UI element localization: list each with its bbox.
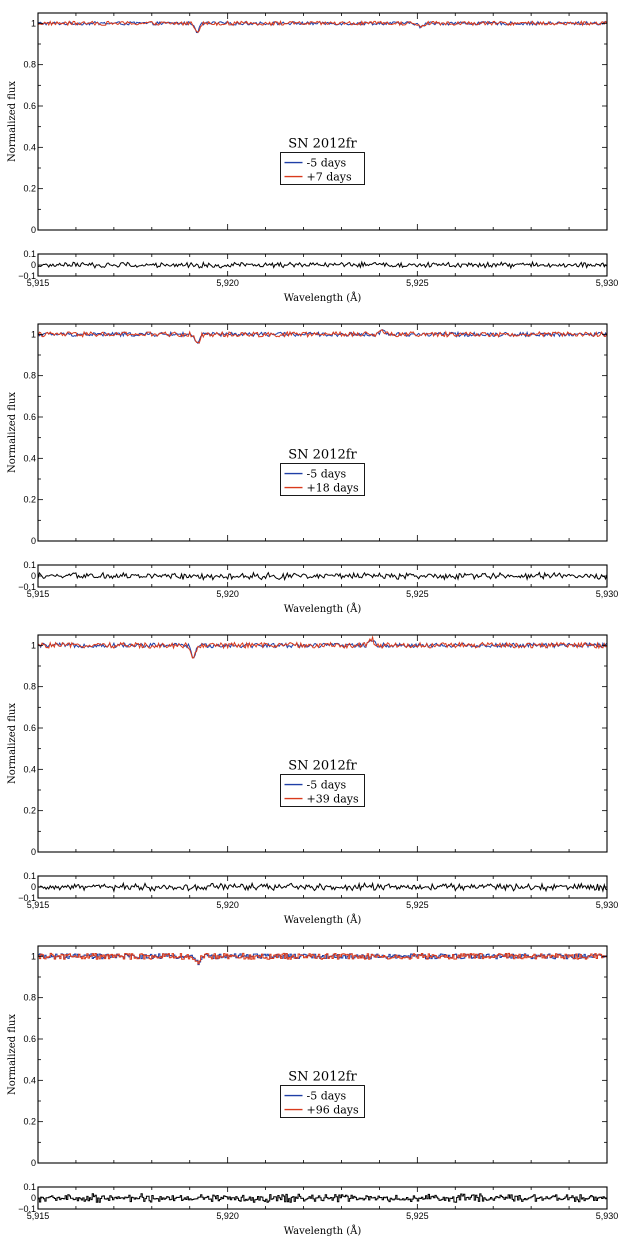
residual-y-tick-label: 0.1	[23, 249, 36, 259]
legend-entry: +96 days	[307, 1104, 360, 1117]
x-tick-label: 5,930	[596, 900, 619, 910]
x-axis-title: Wavelength (Å)	[284, 603, 362, 615]
x-tick-label: 5,925	[406, 589, 429, 599]
y-axis-title: Normalized flux	[7, 81, 18, 162]
legend-title: SN 2012fr	[288, 1070, 357, 1085]
x-tick-label: 5,930	[596, 278, 619, 288]
y-tick-label: 0	[31, 847, 36, 857]
y-tick-label: 1	[31, 640, 36, 650]
y-tick-label: 0.6	[23, 412, 36, 422]
legend-title: SN 2012fr	[288, 448, 357, 463]
legend-entry: -5 days	[307, 468, 347, 481]
x-tick-label: 5,915	[27, 900, 50, 910]
y-tick-label: 0.6	[23, 723, 36, 733]
y-tick-label: 0.2	[23, 495, 36, 505]
y-tick-label: 0.4	[23, 1075, 36, 1085]
residual-line	[38, 1194, 607, 1203]
y-tick-label: 0.6	[23, 1034, 36, 1044]
x-tick-label: 5,920	[216, 278, 239, 288]
y-tick-label: 0.4	[23, 764, 36, 774]
main-axes-frame	[38, 946, 607, 1163]
x-tick-label: 5,925	[406, 1211, 429, 1221]
legend-entry: +7 days	[307, 171, 353, 184]
y-tick-label: 0.2	[23, 184, 36, 194]
spectrum-panel-2: 0 0.2 0.4 0.6 0.8 1 Normalized flux SN 2012fr -5…	[7, 324, 618, 615]
y-axis-title: Normalized flux	[7, 1014, 18, 1095]
legend-entry: +18 days	[307, 482, 360, 495]
y-tick-label: 0.8	[23, 682, 36, 692]
legend-entry: -5 days	[307, 157, 347, 170]
x-tick-label: 5,920	[216, 589, 239, 599]
residual-y-tick-label: 0	[31, 260, 36, 270]
main-axes-frame	[38, 635, 607, 852]
spectrum-panel-4: 0 0.2 0.4 0.6 0.8 1 Normalized flux SN 2012fr -5…	[7, 946, 618, 1237]
legend-entry: -5 days	[307, 1090, 347, 1103]
x-tick-label: 5,925	[406, 278, 429, 288]
y-tick-label: 0	[31, 1158, 36, 1168]
y-tick-label: 0.8	[23, 60, 36, 70]
residual-line	[38, 262, 607, 268]
legend-entry: -5 days	[307, 779, 347, 792]
y-axis-title: Normalized flux	[7, 392, 18, 473]
y-tick-label: 1	[31, 18, 36, 28]
residual-y-tick-label: 0.1	[23, 871, 36, 881]
y-axis-title: Normalized flux	[7, 703, 18, 784]
y-tick-label: 0.8	[23, 371, 36, 381]
y-tick-label: 1	[31, 951, 36, 961]
legend-entry: +39 days	[307, 793, 360, 806]
y-tick-label: 0.8	[23, 993, 36, 1003]
main-axes-frame	[38, 324, 607, 541]
y-tick-label: 0.2	[23, 1117, 36, 1127]
x-tick-label: 5,925	[406, 900, 429, 910]
residual-y-tick-label: 0	[31, 571, 36, 581]
residual-line	[38, 883, 607, 891]
x-axis-title: Wavelength (Å)	[284, 1225, 362, 1237]
y-tick-label: 0	[31, 536, 36, 546]
y-tick-label: 0.4	[23, 453, 36, 463]
x-tick-label: 5,915	[27, 278, 50, 288]
residual-line	[38, 573, 607, 580]
legend-title: SN 2012fr	[288, 759, 357, 774]
y-tick-label: 0.4	[23, 142, 36, 152]
y-tick-label: 0.6	[23, 101, 36, 111]
y-tick-label: 1	[31, 329, 36, 339]
x-tick-label: 5,915	[27, 589, 50, 599]
y-tick-label: 0.2	[23, 806, 36, 816]
spectrum-panel-3: 0 0.2 0.4 0.6 0.8 1 Normalized flux SN 2012fr -5…	[7, 635, 618, 926]
x-tick-label: 5,930	[596, 1211, 619, 1221]
x-axis-title: Wavelength (Å)	[284, 914, 362, 926]
x-tick-label: 5,920	[216, 900, 239, 910]
x-axis-title: Wavelength (Å)	[284, 292, 362, 304]
residual-y-tick-label: 0.1	[23, 1182, 36, 1192]
residual-y-tick-label: 0.1	[23, 560, 36, 570]
y-tick-label: 0	[31, 225, 36, 235]
x-tick-label: 5,930	[596, 589, 619, 599]
residual-y-tick-label: 0	[31, 882, 36, 892]
legend-title: SN 2012fr	[288, 137, 357, 152]
residual-y-tick-label: 0	[31, 1193, 36, 1203]
main-axes-frame	[38, 13, 607, 230]
spectrum-panel-1: 0 0.2 0.4 0.6 0.8 1 Normalized flux SN 2012fr -5…	[7, 13, 618, 304]
x-tick-label: 5,915	[27, 1211, 50, 1221]
x-tick-label: 5,920	[216, 1211, 239, 1221]
